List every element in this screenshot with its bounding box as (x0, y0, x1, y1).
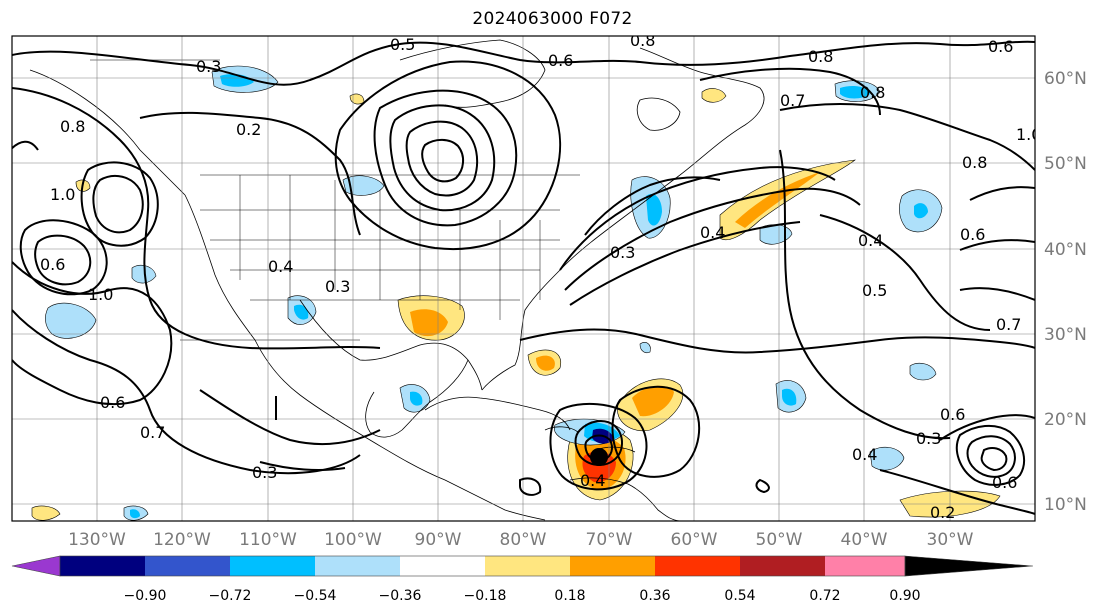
lon-label: 130°W (68, 530, 126, 550)
colorbar-segment (60, 556, 145, 576)
contour-label: 0.5 (862, 281, 887, 300)
contour-label: 0.4 (268, 257, 293, 276)
colorbar-segment (230, 556, 315, 576)
colorbar-tick: −0.54 (294, 588, 337, 604)
colorbar-segment (570, 556, 655, 576)
colorbar-segment (740, 556, 825, 576)
colorbar-tick: −0.90 (124, 588, 167, 604)
contour-label: 0.8 (60, 117, 85, 136)
colorbar-segment (400, 556, 485, 576)
colorbar-tick: −0.36 (379, 588, 422, 604)
colorbar-tick: −0.72 (209, 588, 252, 604)
contour-label: 0.4 (700, 223, 725, 242)
contour-label: 0.3 (196, 57, 221, 76)
contour-label: 0.6 (548, 51, 573, 70)
contour-label: 0.5 (390, 35, 415, 54)
map-title: 2024063000 F072 (472, 9, 633, 29)
lon-label: 100°W (324, 530, 382, 550)
colorbar-frame (59, 555, 906, 577)
contour-label: 0.6 (992, 473, 1017, 492)
colorbar-segment (904, 555, 1034, 577)
contour-label: 1.0 (50, 185, 75, 204)
contour-label: 0.8 (860, 83, 885, 102)
contour-label: 0.7 (996, 315, 1021, 334)
lon-label: 80°W (500, 530, 547, 550)
lat-label: 40°N (1044, 240, 1087, 260)
contour-label: 0.6 (940, 405, 965, 424)
contour-label: 0.6 (100, 393, 125, 412)
colorbar-segment (315, 556, 400, 576)
colorbar-tick: 0.18 (554, 588, 585, 604)
lat-label: 10°N (1044, 495, 1087, 515)
lon-label: 70°W (586, 530, 633, 550)
lat-label: 20°N (1044, 410, 1087, 430)
coastlines (29, 39, 765, 521)
colorbar-ticks: −0.90 −0.72 −0.54 −0.36 −0.18 0.18 0.36 … (124, 588, 921, 604)
colorbar-tick: 0.36 (639, 588, 670, 604)
contour-label: 0.4 (858, 231, 883, 250)
colorbar-tick: 0.72 (809, 588, 840, 604)
map-frame (11, 35, 1036, 522)
contour-label: 0.6 (988, 37, 1013, 56)
map-panel: 0.5 0.6 0.8 0.3 0.2 0.8 0.6 0.7 0.8 1.0 … (12, 31, 1041, 522)
lon-label: 110°W (239, 530, 297, 550)
contour-label: 0.2 (930, 503, 955, 522)
contour-label: 0.8 (808, 47, 833, 66)
contour-label: 1.0 (88, 285, 113, 304)
contour-label-group: 0.5 0.6 0.8 0.3 0.2 0.8 0.6 0.7 0.8 1.0 … (40, 31, 1041, 522)
contour-label: 0.7 (780, 91, 805, 110)
contour-label: 0.3 (610, 243, 635, 262)
contour-label: 0.3 (252, 463, 277, 482)
lat-label: 30°N (1044, 325, 1087, 345)
colorbar-tick: −0.18 (464, 588, 507, 604)
lon-label: 60°W (671, 530, 718, 550)
colorbar-segment (485, 556, 570, 576)
contour-label: 0.7 (140, 423, 165, 442)
state-borders (90, 59, 580, 341)
contour-lines (12, 40, 1035, 515)
lon-label: 50°W (756, 530, 803, 550)
colorbar-segment (145, 556, 230, 576)
contour-label: 0.3 (325, 277, 350, 296)
latitude-labels: 60°N 50°N 40°N 30°N 20°N 10°N (1044, 69, 1087, 515)
colorbar: −0.90 −0.72 −0.54 −0.36 −0.18 0.18 0.36 … (11, 555, 1034, 604)
contour-label: 0.6 (40, 255, 65, 274)
contour-label: 0.4 (580, 471, 605, 490)
contour-label: 0.4 (852, 445, 877, 464)
contour-label: 0.6 (960, 225, 985, 244)
contour-label: 0.2 (236, 120, 261, 139)
lat-label: 50°N (1044, 154, 1087, 174)
colorbar-segment (11, 555, 61, 577)
lon-label: 120°W (153, 530, 211, 550)
colorbar-tick: 0.90 (889, 588, 920, 604)
contour-label: 1.0 (1016, 125, 1041, 144)
contour-label: 0.8 (630, 31, 655, 50)
colorbar-segment (655, 556, 740, 576)
storm-center-marker (590, 448, 608, 466)
longitude-labels: 130°W 120°W 110°W 100°W 90°W 80°W 70°W 6… (68, 530, 974, 550)
lon-label: 30°W (927, 530, 974, 550)
lat-label: 60°N (1044, 69, 1087, 89)
contour-label: 0.8 (962, 153, 987, 172)
lon-label: 40°W (841, 530, 888, 550)
lon-label: 90°W (415, 530, 462, 550)
colorbar-segment (825, 556, 905, 576)
contour-label: 0.3 (916, 429, 941, 448)
colorbar-tick: 0.54 (724, 588, 755, 604)
